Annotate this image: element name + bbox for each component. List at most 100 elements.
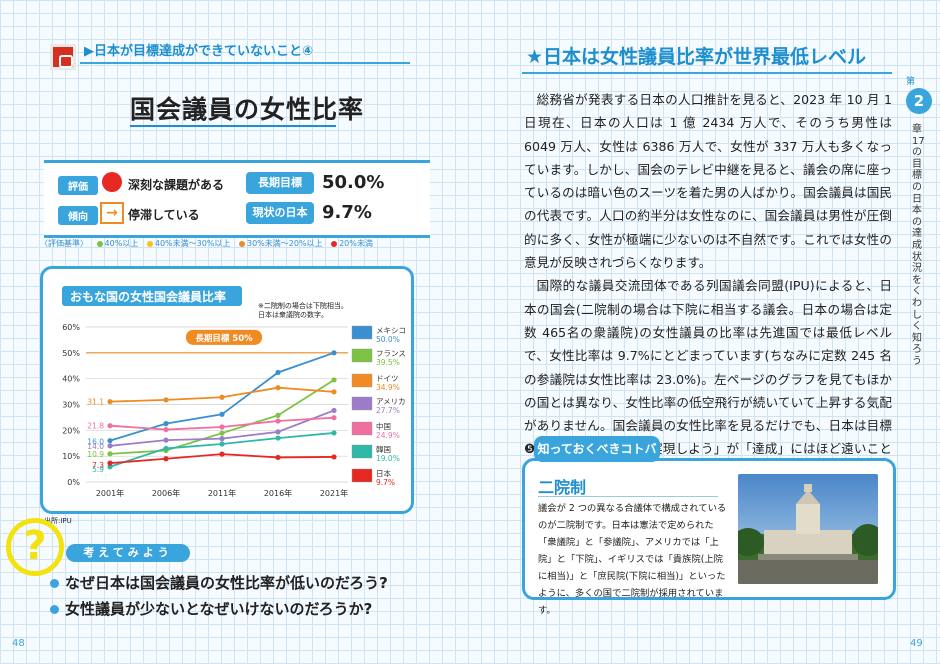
series-value: 34.9% (376, 383, 400, 392)
series-name: 日本 (376, 468, 391, 478)
rating-text: 深刻な課題がある (128, 178, 225, 192)
source-note: 出所:IPU (44, 517, 72, 525)
current-label: 現状の日本 (246, 202, 314, 224)
trend-label: 傾向 (58, 206, 98, 225)
criteria-item-2: 40%未満〜30%以上 (146, 239, 230, 248)
data-point (275, 385, 281, 391)
keyword-term: 二院制 (538, 478, 587, 497)
x-tick-label: 2011年 (208, 488, 236, 498)
section-header: ▶日本が目標達成ができていないこと④ (84, 44, 314, 59)
data-point (163, 456, 169, 462)
data-point (275, 418, 281, 424)
chart-note: ※二院制の場合は下院相当。 日本は衆議院の数字。 (258, 302, 348, 319)
flag-icon-4 (351, 421, 373, 436)
start-label: 16.0 (87, 438, 104, 447)
y-tick-label: 30% (62, 401, 80, 410)
chapter-prefix: 第 (906, 77, 916, 87)
paragraph-2: 国際的な議員交流団体である列国議会同盟(IPU)によると、日本の国会(二院制の場… (524, 278, 892, 479)
data-point (331, 407, 337, 414)
data-point (331, 389, 337, 395)
data-point (107, 399, 113, 405)
flag-icon-6 (351, 468, 373, 483)
right-arrow-icon: → (100, 202, 124, 224)
chapter-number: 2 (906, 88, 932, 114)
bullet-icon (50, 579, 59, 588)
series-name: フランス (376, 349, 406, 358)
page-title: 国会議員の女性比率 (130, 95, 365, 124)
series-name: ドイツ (376, 374, 399, 383)
y-tick-label: 40% (62, 375, 80, 384)
paragraph-1: 総務省が発表する日本の人口推計を見ると、2023 年 10 月 1 日現在、日本… (524, 92, 892, 271)
chart-title-bar (62, 286, 242, 306)
rating-label: 評価 (58, 176, 98, 195)
target-label: 長期目標 (246, 172, 314, 194)
start-label: 7.3 (92, 461, 104, 470)
data-point (163, 421, 169, 427)
x-tick-label: 2021年 (320, 488, 348, 498)
data-point (219, 411, 225, 417)
start-label: 5.9 (92, 465, 104, 474)
target-label-bg (186, 329, 262, 345)
criteria-legend: 〈評価基準〉 40%以上 40%未満〜30%以上 30%未満〜20%以上 20%… (40, 238, 379, 249)
criteria-item-4: 20%未満 (331, 239, 373, 248)
start-label: 21.8 (87, 422, 104, 431)
series-value: 50.0% (376, 335, 400, 344)
body-text: 総務省が発表する日本の人口推計を見ると、2023 年 10 月 1 日現在、日本… (524, 88, 892, 484)
flag-icon-5 (351, 444, 373, 459)
criteria-item-1: 40%以上 (96, 239, 138, 248)
keyword-tag: 知っておくべきコトバ (534, 436, 660, 462)
criteria-label: 〈評価基準〉 (40, 239, 88, 248)
series-name: 中国 (376, 421, 391, 431)
series-value: 39.5% (376, 358, 400, 367)
x-tick-label: 2016年 (264, 488, 292, 498)
data-point (275, 429, 281, 435)
question-mark-icon: ? (6, 518, 64, 576)
data-point (219, 441, 225, 447)
header-rule (80, 38, 410, 64)
chart-title: おもな国の女性国会議員比率 (70, 290, 227, 304)
data-point (219, 451, 225, 457)
chapter-title: 章 17の目標の日本の達成状況をくわしく知ろう (912, 124, 925, 367)
series-value: 9.7% (376, 478, 395, 487)
y-tick-label: 20% (62, 426, 80, 435)
series-value: 27.7% (376, 406, 400, 415)
start-label: 31.1 (87, 398, 104, 407)
data-point (163, 426, 169, 433)
target-value: 50.0% (322, 172, 385, 193)
start-label: 10.9 (87, 450, 104, 459)
data-point (107, 464, 113, 470)
title-underline (130, 125, 336, 127)
sdg-goal-5-icon (50, 44, 76, 70)
x-tick-label: 2001年 (96, 488, 124, 498)
data-point (331, 454, 337, 460)
y-tick-label: 50% (62, 349, 80, 358)
criteria-item-3: 30%未満〜20%以上 (238, 239, 323, 248)
data-point (275, 435, 281, 441)
data-point (163, 445, 169, 452)
data-point (107, 443, 113, 449)
data-point (107, 438, 113, 444)
series-name: アメリカ (376, 397, 406, 406)
target-label: 長期目標 50% (195, 333, 253, 344)
question-1: なぜ日本は国会議員の女性比率が低いのだろう? (50, 572, 388, 593)
y-tick-label: 10% (62, 452, 80, 461)
start-label: 14.0 (87, 442, 104, 451)
diet-building-photo (738, 474, 878, 584)
data-point (107, 423, 113, 429)
data-point (219, 436, 225, 442)
think-label: 考えてみよう (66, 544, 190, 562)
chart-card (40, 266, 414, 514)
data-point (107, 451, 113, 457)
series-value: 19.0% (376, 454, 400, 463)
flag-icon-3 (351, 396, 373, 411)
data-point (219, 424, 225, 430)
data-point (107, 460, 113, 466)
data-point (163, 397, 169, 403)
data-point (275, 412, 281, 418)
bullet-icon (50, 605, 59, 614)
series-name: メキシコ (376, 326, 406, 335)
data-point (331, 350, 337, 356)
series-name: 韓国 (376, 444, 391, 454)
data-point (331, 377, 337, 383)
